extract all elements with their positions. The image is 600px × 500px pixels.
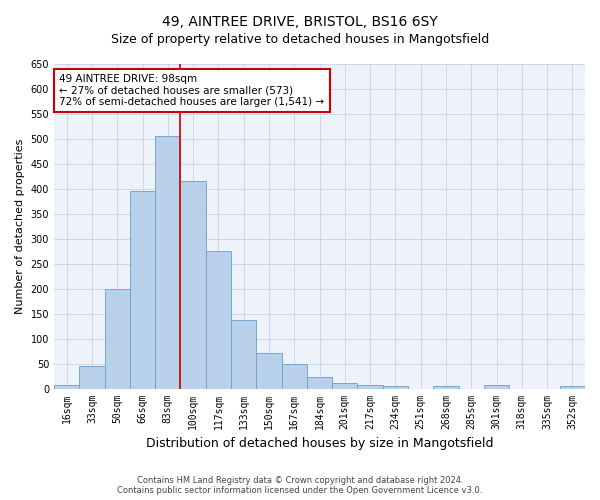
Text: 49, AINTREE DRIVE, BRISTOL, BS16 6SY: 49, AINTREE DRIVE, BRISTOL, BS16 6SY [162, 15, 438, 29]
Bar [256, 352, 281, 388]
Bar [130, 192, 155, 388]
Text: Contains HM Land Registry data © Crown copyright and database right 2024.
Contai: Contains HM Land Registry data © Crown c… [118, 476, 482, 495]
Bar [332, 382, 358, 388]
Bar [181, 182, 206, 388]
Text: Size of property relative to detached houses in Mangotsfield: Size of property relative to detached ho… [111, 32, 489, 46]
X-axis label: Distribution of detached houses by size in Mangotsfield: Distribution of detached houses by size … [146, 437, 493, 450]
Bar [281, 364, 307, 388]
Bar [206, 251, 231, 388]
Bar [79, 366, 104, 388]
Text: 49 AINTREE DRIVE: 98sqm
← 27% of detached houses are smaller (573)
72% of semi-d: 49 AINTREE DRIVE: 98sqm ← 27% of detache… [59, 74, 325, 107]
Bar [155, 136, 181, 388]
Bar [433, 386, 458, 388]
Bar [560, 386, 585, 388]
Y-axis label: Number of detached properties: Number of detached properties [15, 138, 25, 314]
Bar [307, 377, 332, 388]
Bar [383, 386, 408, 388]
Bar [54, 384, 79, 388]
Bar [104, 288, 130, 388]
Bar [358, 384, 383, 388]
Bar [231, 320, 256, 388]
Bar [484, 384, 509, 388]
